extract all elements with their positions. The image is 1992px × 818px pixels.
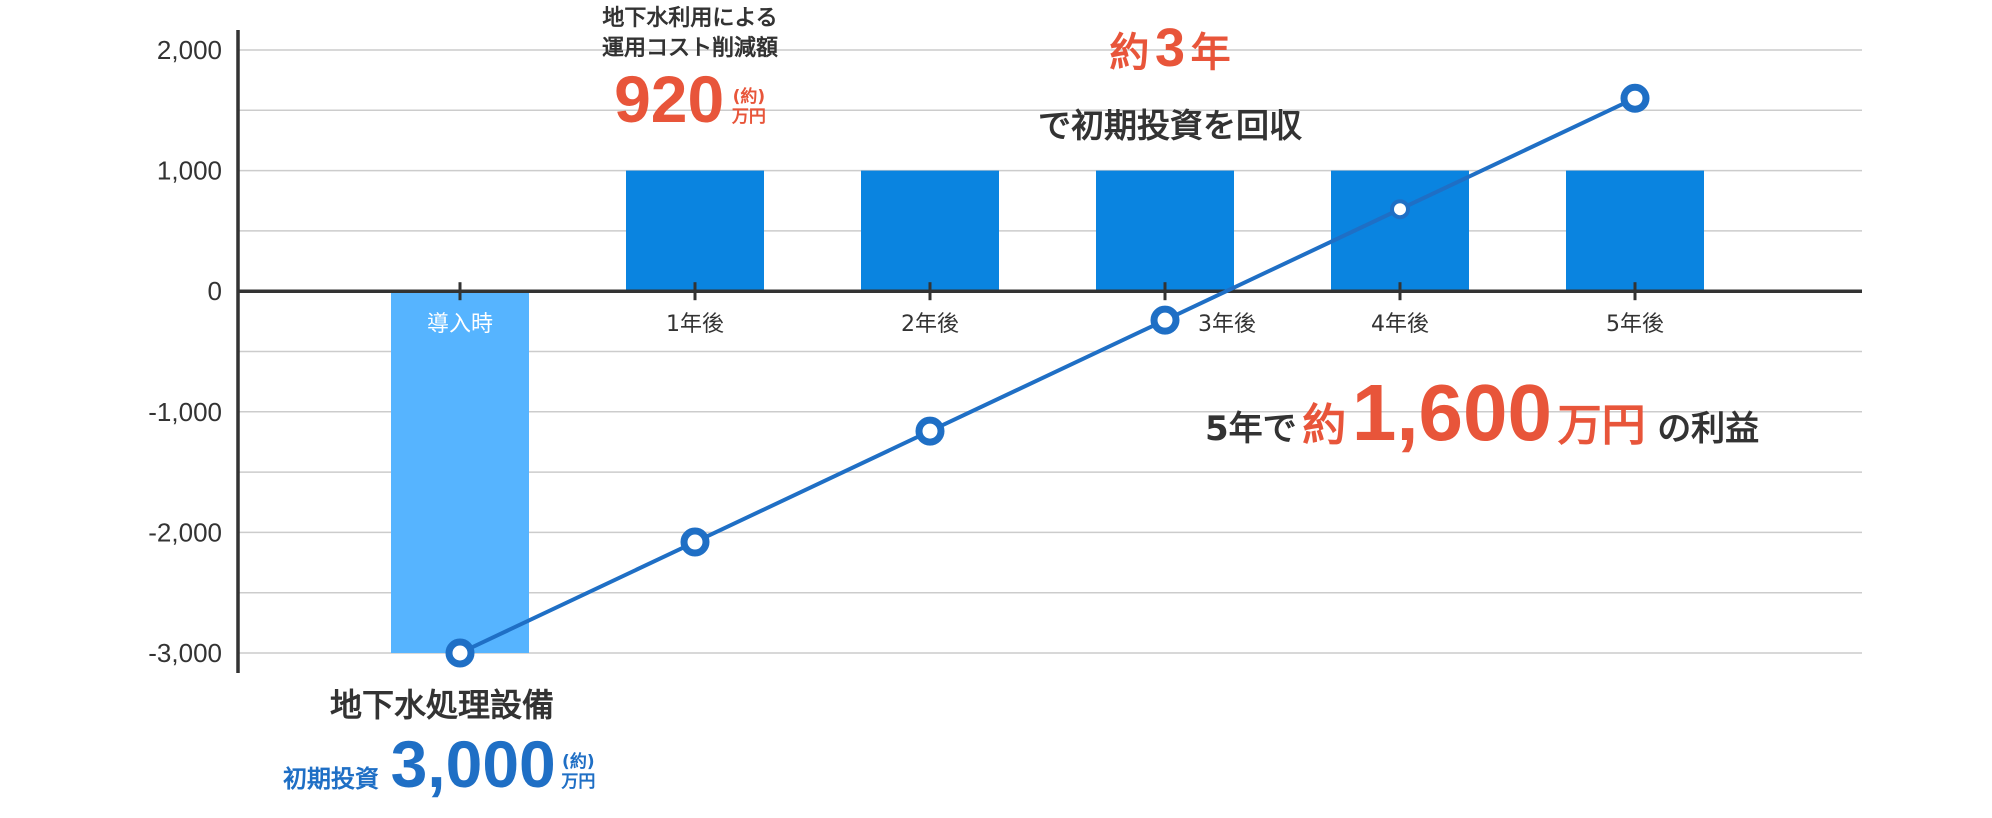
x-tick-label: 5年後 bbox=[1606, 312, 1664, 337]
investment-unit: (約) 万円 bbox=[561, 752, 596, 792]
line-point bbox=[1620, 83, 1650, 113]
profit-post: の利益 bbox=[1657, 409, 1760, 449]
profit-yaku: 約 bbox=[1302, 400, 1347, 451]
payback-prefix: 約 bbox=[1109, 30, 1150, 76]
bar-1年後 bbox=[626, 170, 764, 292]
bars bbox=[391, 170, 1704, 653]
profit-unit: 万円 bbox=[1557, 400, 1646, 451]
y-tick-label: -1,000 bbox=[148, 397, 222, 427]
line-point bbox=[1390, 199, 1410, 220]
bar-5年後 bbox=[1566, 170, 1704, 292]
line-point bbox=[1150, 305, 1180, 335]
line-point bbox=[445, 638, 475, 668]
y-tick-label: 2,000 bbox=[157, 35, 222, 65]
y-tick-label: 0 bbox=[208, 276, 222, 306]
profit-pre: 5年で bbox=[1205, 409, 1297, 449]
payback-text: で初期投資を回収 bbox=[1038, 106, 1302, 145]
x-tick-label: 導入時 bbox=[427, 312, 493, 337]
investment-title: 地下水処理設備 bbox=[330, 686, 555, 724]
y-tick-label: -2,000 bbox=[148, 517, 222, 547]
line-point bbox=[680, 527, 710, 557]
axes bbox=[236, 30, 1862, 673]
chart: 2,000 1,000 0 -1,000 -2,000 -3,000 導入時 1年後 2年後 3… bbox=[148, 30, 1862, 673]
savings-line2: 運用コスト削減額 bbox=[601, 36, 778, 61]
bar-導入時 bbox=[391, 291, 529, 653]
x-tick-label: 2年後 bbox=[901, 312, 959, 337]
y-tick-label: 1,000 bbox=[157, 156, 222, 186]
y-tick-label: -3,000 bbox=[148, 638, 222, 668]
y-tick-labels: 2,000 1,000 0 -1,000 -2,000 -3,000 bbox=[148, 35, 222, 668]
line-point bbox=[915, 416, 945, 446]
bar-2年後 bbox=[861, 170, 999, 292]
investment-annotation: 初期投資 3,000 (約) 万円 bbox=[283, 728, 595, 818]
investment-label: 初期投資 bbox=[283, 765, 379, 793]
payback-annotation: 約 3 年 で初期投資を回収 bbox=[1010, 18, 1330, 147]
payback-unit: 年 bbox=[1190, 30, 1231, 76]
cumulative-line bbox=[445, 83, 1650, 668]
x-tick-label: 1年後 bbox=[666, 312, 724, 337]
investment-value: 3,000 bbox=[390, 727, 556, 801]
cumulative-line-path bbox=[459, 96, 1636, 655]
savings-annotation: 地下水利用による 運用コスト削減額 920 (約) 万円 bbox=[560, 4, 820, 147]
x-tick-label: 3年後 bbox=[1198, 312, 1256, 337]
savings-line1: 地下水利用による bbox=[602, 6, 778, 31]
bar-3年後 bbox=[1096, 170, 1234, 292]
profit-value: 1,600 bbox=[1351, 368, 1553, 457]
x-tick-labels: 導入時 1年後 2年後 3年後 4年後 5年後 bbox=[427, 312, 1664, 337]
x-tick-label: 4年後 bbox=[1371, 312, 1429, 337]
payback-years: 3 bbox=[1154, 18, 1186, 78]
savings-unit: (約) 万円 bbox=[731, 87, 766, 127]
savings-value: 920 bbox=[614, 62, 725, 136]
profit-annotation: 5年で 約 1,600 万円 の利益 bbox=[1205, 368, 1759, 480]
